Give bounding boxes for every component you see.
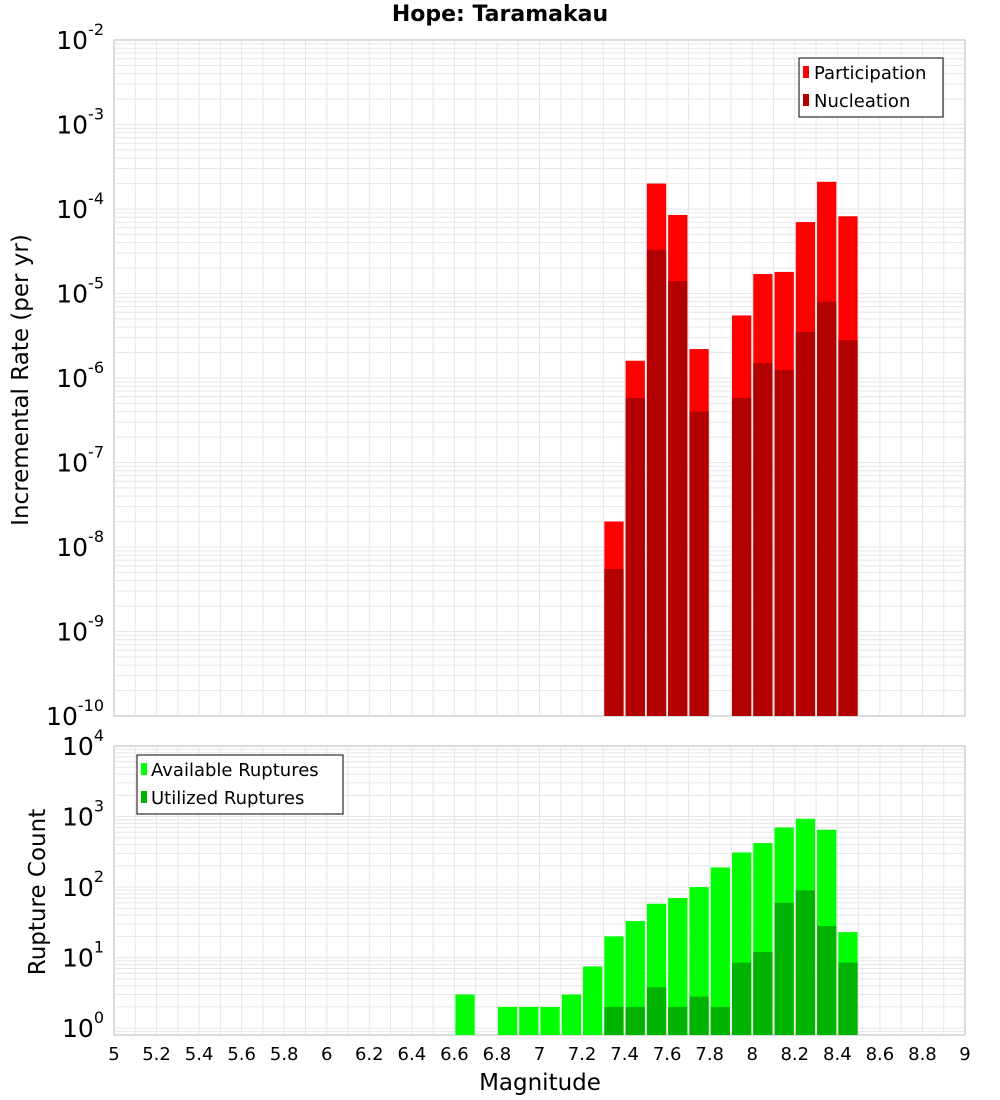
top-y-tick-labels: 10-2 10-3 10-4 10-5 10-6 10-7 10-8 10-9 10-10 [46, 20, 104, 731]
legend-swatch-utilized [141, 791, 147, 803]
top-gridlines [114, 40, 965, 716]
bottom-y-tick-label: 102 [62, 867, 104, 902]
x-tick-label: 5.6 [227, 1044, 256, 1065]
available-bar [540, 1006, 560, 1035]
utilized-bar [604, 1006, 624, 1035]
x-tick-label: 6.6 [440, 1044, 469, 1065]
available-bar [497, 1006, 518, 1035]
available-bar [710, 867, 730, 1035]
bottom-panel: 104 103 102 101 100 5 5.2 5.4 5.6 5.8 6 6.2 6.4 6.6 6… [25, 726, 971, 1096]
top-y-tick-label: 10-6 [56, 358, 104, 393]
x-tick-label: 7.4 [610, 1044, 639, 1065]
top-y-tick-label: 10-4 [56, 189, 104, 224]
nucleation-bar [817, 301, 837, 716]
nucleation-bar [625, 397, 645, 716]
x-tick-label: 7.8 [695, 1044, 724, 1065]
x-tick-labels: 5 5.2 5.4 5.6 5.8 6 6.2 6.4 6.6 6.8 7 7.2 7.4 7.6 7.8 8… [108, 1044, 970, 1065]
x-tick-label: 8 [747, 1044, 758, 1065]
chart-title: Hope: Taramakau [391, 2, 609, 27]
available-bar [668, 898, 688, 1035]
top-panel: 10-2 10-3 10-4 10-5 10-6 10-7 10-8 10-9 10-10 In… [8, 20, 966, 731]
top-y-tick-label: 10-10 [46, 696, 104, 731]
utilized-bar [625, 1006, 645, 1035]
utilized-bar [668, 1006, 688, 1035]
utilized-bar [774, 902, 794, 1035]
nucleation-bar [604, 568, 624, 716]
available-bar [625, 921, 645, 1035]
nucleation-bar [731, 397, 752, 716]
x-tick-label: 9 [959, 1044, 970, 1065]
x-axis-label: Magnitude [479, 1070, 601, 1096]
bottom-legend: Available Ruptures Utilized Ruptures [136, 754, 344, 815]
legend-label-utilized: Utilized Ruptures [151, 788, 304, 809]
nucleation-bar [668, 281, 688, 716]
legend-label-participation: Participation [814, 63, 926, 84]
x-tick-label: 5 [108, 1044, 119, 1065]
top-legend: Participation Nucleation [798, 57, 944, 118]
x-tick-label: 8.6 [866, 1044, 895, 1065]
legend-swatch-nucleation [803, 94, 809, 106]
nucleation-bar [795, 332, 816, 716]
nucleation-bar [753, 363, 773, 716]
top-y-tick-label: 10-5 [56, 274, 104, 309]
top-y-tick-label: 10-7 [56, 443, 104, 478]
bottom-y-tick-label: 100 [62, 1008, 104, 1043]
top-y-axis-label: Incremental Rate (per yr) [8, 234, 34, 526]
x-tick-label: 5.8 [270, 1044, 299, 1065]
utilized-bar [710, 1006, 730, 1035]
nucleation-bar [838, 340, 858, 716]
x-tick-label: 8.8 [908, 1044, 937, 1065]
nucleation-bar [689, 411, 709, 716]
bottom-bars [455, 818, 858, 1035]
top-y-tick-label: 10-3 [56, 105, 104, 140]
x-tick-label: 6.4 [398, 1044, 427, 1065]
x-tick-label: 8.4 [823, 1044, 852, 1065]
bottom-y-tick-labels: 104 103 102 101 100 [62, 726, 104, 1043]
x-tick-label: 6.8 [483, 1044, 512, 1065]
bottom-y-tick-label: 103 [62, 797, 104, 832]
x-tick-label: 7.2 [568, 1044, 597, 1065]
bottom-y-tick-label: 104 [62, 726, 104, 761]
utilized-bar [731, 962, 752, 1035]
available-bar [561, 994, 582, 1035]
legend-swatch-participation [803, 66, 809, 78]
top-bars [604, 181, 858, 717]
available-bar [519, 1006, 539, 1035]
bottom-legend-box [136, 754, 344, 815]
top-y-tick-label: 10-2 [56, 20, 104, 55]
available-bar [455, 994, 475, 1035]
utilized-bar [838, 962, 858, 1035]
utilized-bar [795, 890, 816, 1035]
top-y-tick-label: 10-9 [56, 612, 104, 647]
x-tick-label: 7 [534, 1044, 545, 1065]
top-legend-box [798, 57, 944, 118]
x-tick-label: 7.6 [653, 1044, 682, 1065]
top-y-tick-label: 10-8 [56, 527, 104, 562]
legend-swatch-available [141, 763, 147, 775]
legend-label-nucleation: Nucleation [814, 91, 910, 112]
nucleation-bar [774, 369, 794, 716]
utilized-bar [689, 996, 709, 1035]
utilized-bar [817, 926, 837, 1035]
bottom-y-tick-label: 101 [62, 938, 104, 973]
legend-label-available: Available Ruptures [151, 760, 319, 781]
x-tick-label: 8.2 [780, 1044, 809, 1065]
x-tick-label: 6.2 [355, 1044, 384, 1065]
utilized-bar [646, 987, 667, 1035]
available-bar [583, 966, 603, 1035]
x-tick-label: 6 [321, 1044, 332, 1065]
x-tick-label: 5.2 [142, 1044, 171, 1065]
x-tick-label: 5.4 [185, 1044, 214, 1065]
bottom-y-axis-label: Rupture Count [25, 809, 51, 975]
nucleation-bar [646, 249, 667, 716]
utilized-bar [753, 952, 773, 1035]
